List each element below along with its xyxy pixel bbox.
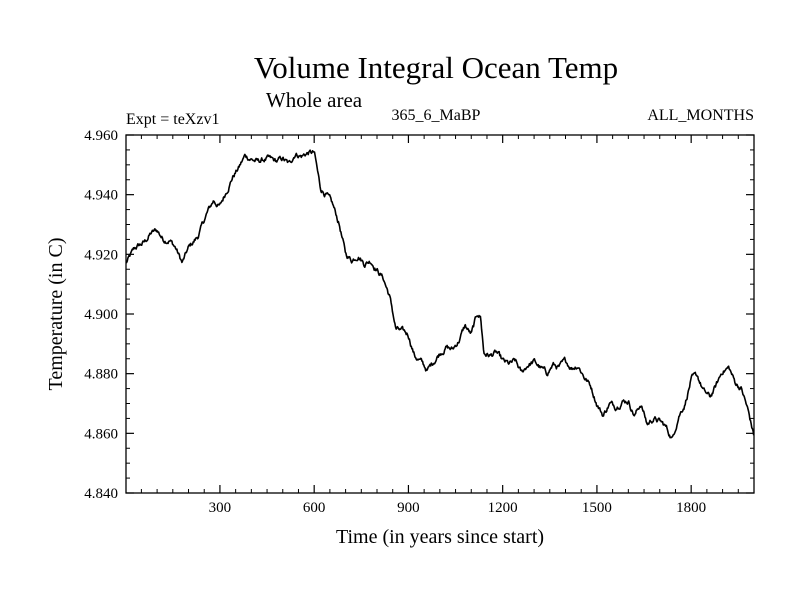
y-tick-label: 4.860 — [84, 426, 118, 442]
y-tick-label: 4.940 — [84, 188, 118, 204]
y-tick-label: 4.920 — [84, 247, 118, 263]
x-tick-label: 1800 — [676, 500, 706, 516]
x-tick-label: 1200 — [488, 500, 518, 516]
y-tick-label: 4.840 — [84, 486, 118, 502]
chart-subtitle: Whole area — [266, 88, 363, 112]
x-tick-label: 900 — [397, 500, 420, 516]
x-tick-labels: 300 600 900 1200 1500 1800 — [209, 500, 706, 516]
axis-ticks — [126, 134, 754, 494]
y-tick-label: 4.880 — [84, 367, 118, 383]
x-axis-label: Time (in years since start) — [336, 526, 544, 548]
temperature-series-line — [125, 149, 755, 439]
annotation-period: 365_6_MaBP — [392, 107, 481, 124]
y-tick-label: 4.960 — [84, 128, 118, 144]
y-axis-label: Temperature (in C) — [45, 238, 67, 391]
x-tick-label: 300 — [209, 500, 232, 516]
plot-frame — [125, 134, 755, 494]
x-tick-label: 600 — [303, 500, 326, 516]
y-tick-labels: 4.840 4.860 4.880 4.900 4.920 4.940 4.960 — [84, 128, 118, 502]
annotation-months: ALL_MONTHS — [647, 107, 754, 124]
chart-title: Volume Integral Ocean Temp — [254, 50, 618, 85]
annotation-expt: Expt = teXzv1 — [126, 111, 219, 128]
y-tick-label: 4.900 — [84, 307, 118, 323]
x-tick-label: 1500 — [582, 500, 612, 516]
